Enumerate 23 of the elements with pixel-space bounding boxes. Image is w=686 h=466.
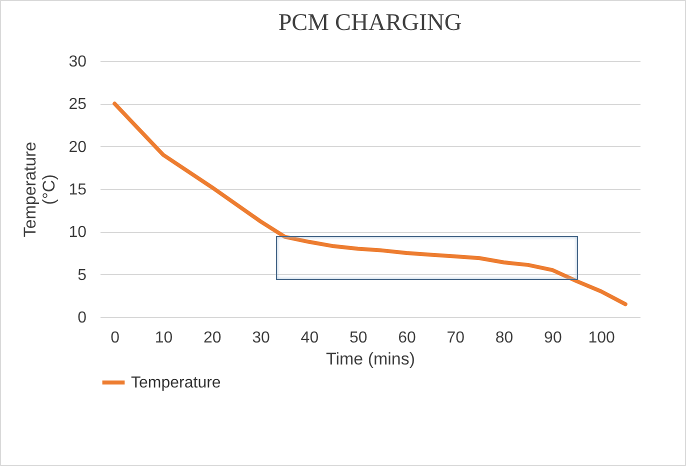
y-tick-label: 15 — [68, 182, 87, 198]
line-series — [112, 102, 628, 306]
chart-title: PCM CHARGING — [278, 10, 462, 36]
x-axis-title: Time (mins) — [326, 350, 416, 368]
x-tick-label: 90 — [544, 330, 562, 346]
y-tick-label: 5 — [78, 266, 87, 284]
y-tick-label: 30 — [68, 54, 87, 70]
legend-label: Temperature — [131, 374, 221, 392]
x-tick-label: 100 — [588, 330, 616, 346]
x-tick-label: 40 — [300, 330, 319, 346]
x-tick-label: 0 — [110, 330, 120, 346]
y-axis-title: Temperature (°C) — [20, 142, 59, 238]
y-tick-label: 0 — [78, 310, 87, 326]
y-tick-label: 25 — [68, 96, 87, 114]
x-tick-label: 50 — [349, 330, 368, 346]
x-tick-label: 10 — [154, 330, 173, 346]
x-tick-label: 80 — [495, 330, 514, 346]
x-tick-label: 70 — [446, 330, 465, 346]
x-tick-label: 60 — [398, 330, 416, 346]
x-tick-label: 30 — [252, 330, 270, 346]
x-tick-label: 20 — [203, 330, 222, 346]
y-tick-label: 20 — [68, 138, 87, 156]
y-tick-label: 10 — [68, 224, 87, 242]
